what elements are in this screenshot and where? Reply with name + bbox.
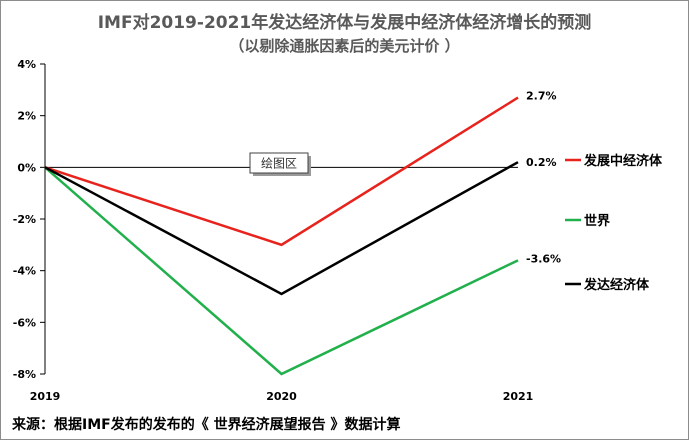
series-line-发展中经济体 bbox=[44, 96, 519, 247]
chart-title: IMF对2019-2021年发达经济体与发展中经济体经济增长的预测 bbox=[97, 13, 592, 33]
data-label: -3.6% bbox=[526, 252, 561, 265]
y-tick-label: 4% bbox=[17, 58, 36, 71]
y-tick-label: -8% bbox=[13, 368, 36, 381]
y-tick-label: 2% bbox=[17, 110, 36, 123]
chart-subtitle: （以剔除通胀因素后的美元计价 ） bbox=[229, 37, 460, 55]
tooltip-text: 绘图区 bbox=[261, 156, 297, 171]
x-tick-label: 2021 bbox=[503, 390, 534, 403]
plot-area-tooltip bbox=[249, 152, 309, 174]
series-line-世界 bbox=[44, 166, 519, 376]
y-tick-label: -4% bbox=[13, 265, 36, 278]
legend-label: 发展中经济体 bbox=[583, 153, 663, 169]
y-tick-label: -6% bbox=[13, 316, 36, 329]
source-note: 来源：根据IMF发布的发布的《 世界经济展望报告 》数据计算 bbox=[12, 417, 401, 433]
x-tick-label: 2019 bbox=[30, 390, 61, 403]
series-line-发达经济体 bbox=[44, 161, 519, 296]
y-tick-label: -2% bbox=[13, 213, 36, 226]
data-label: 0.2% bbox=[526, 156, 557, 169]
y-tick-label: 0% bbox=[17, 161, 36, 174]
x-tick-label: 2020 bbox=[266, 390, 297, 403]
legend-label: 世界 bbox=[584, 213, 610, 229]
legend-label: 发达经济体 bbox=[583, 277, 650, 293]
data-label: 2.7% bbox=[526, 90, 557, 103]
